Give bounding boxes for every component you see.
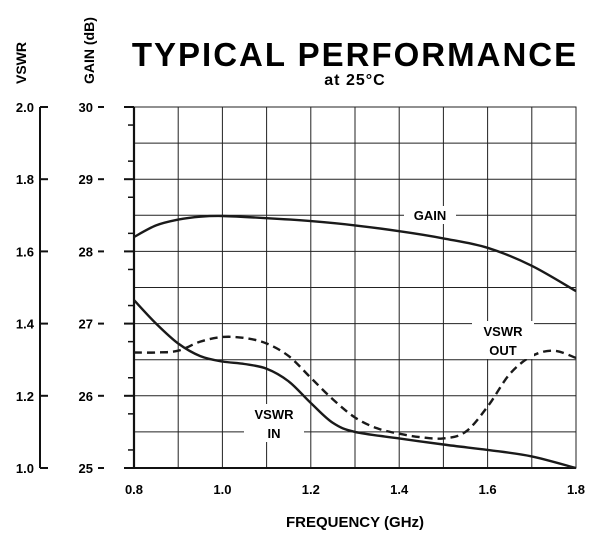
vswr-tick-label: 1.2 xyxy=(16,389,34,404)
svg-text:GAIN: GAIN xyxy=(414,208,447,223)
gain-line xyxy=(133,214,577,293)
gain-tick-label: 25 xyxy=(79,461,93,476)
x-tick-label: 1.4 xyxy=(390,482,409,497)
vswr-in-series-label: VSWR IN xyxy=(244,404,304,442)
vswr-out-series-label: VSWR OUT xyxy=(472,321,534,359)
vswr-axis-title: VSWR xyxy=(13,42,29,84)
gain-series-label: GAIN xyxy=(404,206,456,224)
vswr-tick-label: 1.8 xyxy=(16,172,34,187)
x-tick-label: 1.6 xyxy=(479,482,497,497)
chart-title: TYPICAL PERFORMANCE xyxy=(132,36,578,73)
x-axis-title: FREQUENCY (GHz) xyxy=(286,514,424,531)
gain-axis-title: GAIN (dB) xyxy=(81,17,97,84)
grid xyxy=(133,106,577,469)
gain-tick-label: 27 xyxy=(79,317,93,332)
vswr-out-line xyxy=(133,335,577,440)
svg-text:VSWR: VSWR xyxy=(255,407,295,422)
series-lines xyxy=(133,214,577,470)
svg-text:VSWR: VSWR xyxy=(484,324,524,339)
vswr-tick-label: 1.0 xyxy=(16,461,34,476)
gain-tick-label: 30 xyxy=(79,100,93,115)
x-tick-label: 1.0 xyxy=(213,482,231,497)
vswr-tick-label: 2.0 xyxy=(16,100,34,115)
vswr-tick-label: 1.6 xyxy=(16,244,34,259)
axes xyxy=(39,106,576,469)
vswr-tick-label: 1.4 xyxy=(16,317,35,332)
x-tick-label: 1.8 xyxy=(567,482,585,497)
gain-tick-label: 29 xyxy=(79,172,93,187)
x-tick-label: 0.8 xyxy=(125,482,143,497)
chart-subtitle: at 25°C xyxy=(324,72,385,89)
x-tick-label: 1.2 xyxy=(302,482,320,497)
svg-text:IN: IN xyxy=(268,426,281,441)
gain-tick-label: 28 xyxy=(79,244,93,259)
gain-tick-label: 26 xyxy=(79,389,93,404)
tick-labels: 2.0 1.8 1.6 1.4 1.2 1.0 30 29 28 27 26 25 0.8 1.0 1.2 1… xyxy=(16,100,585,497)
svg-text:OUT: OUT xyxy=(489,343,517,358)
vswr-in-line xyxy=(133,299,577,470)
